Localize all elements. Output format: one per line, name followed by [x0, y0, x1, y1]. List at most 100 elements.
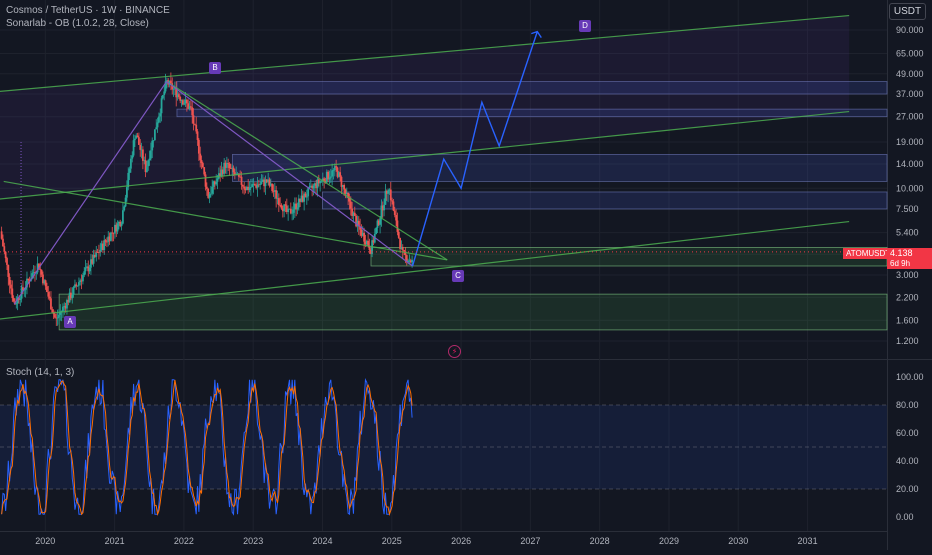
candle-body	[272, 190, 275, 192]
candle-body	[66, 299, 68, 309]
candle-body	[284, 204, 287, 206]
candle-body	[384, 190, 387, 205]
candle-body	[195, 124, 198, 132]
wave-line	[13, 80, 413, 305]
candle-body	[248, 187, 251, 190]
candle-body	[287, 208, 290, 213]
candle-body	[239, 176, 242, 178]
candle-body	[283, 204, 286, 212]
candle-body	[128, 168, 131, 173]
candle-body	[305, 196, 308, 198]
time-tick-label: 2020	[35, 536, 55, 546]
candle-body	[376, 220, 379, 228]
candle-body	[372, 240, 375, 243]
time-tick-label: 2021	[105, 536, 125, 546]
stoch-title[interactable]: Stoch (14, 1, 3)	[6, 367, 75, 378]
symbol-title[interactable]: Cosmos / TetherUS · 1W · BINANCE	[6, 5, 170, 16]
candle-body	[401, 246, 404, 250]
candle-body	[201, 163, 204, 168]
candle-body	[321, 178, 324, 181]
candle-body	[51, 309, 54, 313]
candle-body	[396, 220, 399, 232]
candle-body	[369, 249, 372, 254]
candle-body	[127, 172, 130, 188]
candle-body	[140, 149, 143, 151]
candle-body	[221, 169, 224, 174]
candle-body	[155, 127, 158, 130]
candle-body	[388, 189, 391, 191]
price-tick-label: 5.400	[896, 228, 919, 238]
currency-button[interactable]: USDT	[889, 3, 926, 20]
time-tick-label: 2022	[174, 536, 194, 546]
candle-body	[277, 198, 280, 206]
candle-body	[165, 80, 168, 82]
candle-body	[275, 190, 278, 199]
candle-body	[264, 179, 267, 187]
candle-body	[80, 280, 83, 282]
candle-body	[355, 215, 358, 227]
candle-body	[307, 188, 310, 197]
candle-body	[126, 187, 128, 198]
time-tick-label: 2028	[590, 536, 610, 546]
candle-body	[245, 186, 248, 191]
candle-body	[265, 179, 268, 183]
stoch-tick-label: 60.00	[896, 428, 919, 438]
candle-body	[292, 209, 295, 213]
stoch-tick-label: 20.00	[896, 484, 919, 494]
candle-body	[145, 166, 148, 173]
candle-body	[271, 183, 274, 191]
candle-body	[312, 185, 315, 189]
candle-body	[189, 106, 192, 108]
wave-label-d: D	[579, 20, 591, 32]
price-tick-label: 2.200	[896, 292, 919, 302]
candle-body	[184, 99, 187, 104]
lightning-icon[interactable]: ⚡	[448, 345, 461, 358]
wave-label-c: C	[452, 270, 464, 282]
candle-body	[227, 162, 230, 164]
candle-body	[2, 238, 4, 247]
candle-body	[341, 185, 344, 187]
candle-body	[94, 254, 96, 257]
candle-body	[268, 179, 271, 186]
candle-body	[351, 208, 354, 216]
price-tick-label: 19.000	[896, 137, 924, 147]
candle-body	[353, 212, 356, 216]
candle-body	[335, 166, 338, 168]
candle-body	[185, 99, 188, 104]
indicator-title[interactable]: Sonarlab - OB (1.0.2, 28, Close)	[6, 18, 149, 29]
candle-body	[204, 174, 207, 187]
trend-line	[0, 110, 850, 200]
candle-body	[4, 251, 7, 259]
candle-body	[359, 226, 362, 230]
order-block	[322, 191, 888, 210]
candle-body	[291, 212, 294, 214]
candle-body	[48, 296, 51, 299]
candle-body	[309, 185, 312, 187]
trend-line	[3, 180, 448, 261]
candle-body	[317, 179, 320, 184]
candle-body	[139, 144, 142, 150]
candle-body	[332, 170, 335, 171]
candle-body	[8, 276, 11, 285]
candle-body	[247, 186, 250, 190]
candle-body	[252, 184, 255, 185]
candle-body	[157, 116, 160, 123]
candle-body	[70, 292, 72, 299]
candle-body	[397, 231, 400, 238]
candle-body	[131, 155, 134, 159]
candle-body	[147, 160, 150, 167]
candle-body	[344, 189, 347, 194]
candle-body	[220, 169, 223, 177]
price-tick-label: 49.000	[896, 69, 924, 79]
time-tick-label: 2031	[798, 536, 818, 546]
order-block	[58, 293, 888, 331]
candle-body	[114, 224, 116, 234]
candle-body	[102, 243, 104, 251]
candle-body	[340, 176, 343, 187]
candle-body	[228, 163, 231, 169]
candle-body	[91, 259, 94, 264]
trend-line	[166, 81, 448, 261]
candle-body	[87, 266, 90, 272]
